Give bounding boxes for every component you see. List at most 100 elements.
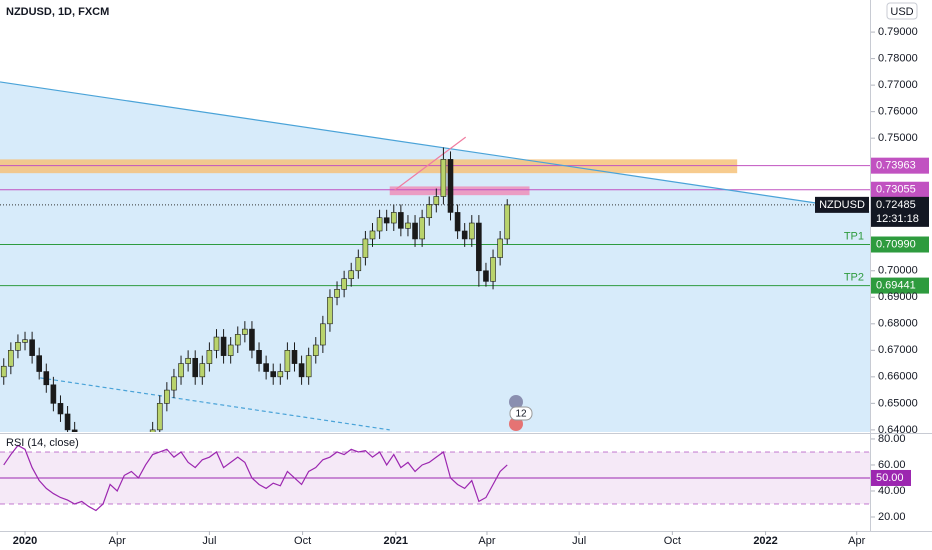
level-label: 0.69441 [876,279,916,291]
candle-body [447,159,454,213]
candle-body [8,350,14,367]
rsi-tick-label: 80.00 [878,433,906,445]
candle-body [185,357,191,364]
candle-body [419,217,425,240]
level-label: 0.70990 [876,238,916,250]
candle-body [320,323,326,346]
rsi-mid-label: 50.00 [876,472,904,484]
candle-body [227,344,234,356]
x-tick-label: Apr [848,535,865,547]
trend-line [40,377,390,431]
candle-body [277,371,284,378]
candle-body [383,217,390,224]
candle-body [192,357,199,378]
candle-body [390,212,397,224]
candle-body [341,278,347,290]
level-tag [871,181,929,198]
y-tick-label: 0.65000 [878,397,918,409]
candle-body [291,350,298,364]
candle-body [327,296,333,325]
candle-body [36,355,43,372]
x-tick-label: Oct [294,535,311,547]
candle-body [461,230,468,240]
candle-body [334,289,340,298]
candle-body [412,222,418,240]
candle-body [454,212,461,232]
rsi-line [3,444,508,512]
level-label: 0.73055 [876,184,916,196]
candle-body [0,365,7,378]
candle-body [57,403,64,415]
candle-body [15,342,21,351]
zone [0,159,738,174]
y-tick-label: 0.69000 [878,291,918,303]
x-tick-label: Oct [664,535,681,547]
candle-body [178,363,184,378]
y-tick-label: 0.77000 [878,79,918,91]
candle-body [220,336,227,356]
chart-title: NZDUSD, 1D, FXCM [6,6,109,18]
candle-body [369,230,376,240]
symbol-tag [815,196,869,213]
candle-body [483,270,489,282]
y-tick-label: 0.67000 [878,344,918,356]
y-tick-label: 0.66000 [878,371,918,383]
candle-body [305,355,312,378]
x-tick-label: Jul [572,535,586,547]
candle-body [64,413,71,431]
candle-body [298,363,305,378]
level-tag [871,157,929,174]
candle-body [50,384,57,404]
candle-body [263,363,269,372]
trend-line [0,81,816,204]
trend-line [394,136,467,191]
x-tick-label: 2021 [384,535,408,547]
candle-body [22,339,28,343]
level-tag [871,277,929,294]
candle-body [199,363,206,378]
candle-body [284,350,291,372]
rsi-pane [0,444,870,512]
trend-area [0,81,870,432]
candle-body [398,212,404,229]
rsi-tick-label: 60.00 [878,459,906,471]
currency-button[interactable] [886,2,918,20]
x-tick-label: Apr [109,535,126,547]
candle-body [497,238,503,258]
candle-body [355,257,362,272]
rsi-title: RSI (14, close) [6,437,79,449]
y-tick-label: 0.70000 [878,265,918,277]
candle-body [156,403,163,431]
y-tick-label: 0.78000 [878,53,918,65]
candle-body [504,204,511,240]
last-price-tag [871,196,929,227]
candle-body [348,270,355,280]
event-badge-label: 12 [515,409,527,420]
candle-body [440,159,447,197]
candle-body [171,376,177,391]
x-tick-label: 2020 [13,535,37,547]
candle-body [270,371,277,378]
y-tick-label: 0.76000 [878,106,918,118]
candle-body [149,429,156,432]
candle-body [101,536,106,549]
y-tick-label: 0.68000 [878,318,918,330]
candle-body [213,336,220,351]
candle-body [405,222,411,229]
candle-body [476,222,482,272]
y-tick-label: 0.75000 [878,132,918,144]
candle-body [490,257,496,282]
y-tick-label: 0.79000 [878,26,918,38]
last-price-label: 0.72485 [876,199,916,211]
rsi-tick-label: 40.00 [878,485,906,497]
candle-body [468,222,475,240]
event-badge [509,406,533,421]
candle-body [29,339,35,356]
rsi-mid-tag [871,469,911,486]
y-tick-label: 0.64000 [878,424,918,436]
candle-body [376,217,383,232]
level-tag [871,236,929,253]
x-tick-label: Apr [478,535,495,547]
candle-body [71,429,78,432]
